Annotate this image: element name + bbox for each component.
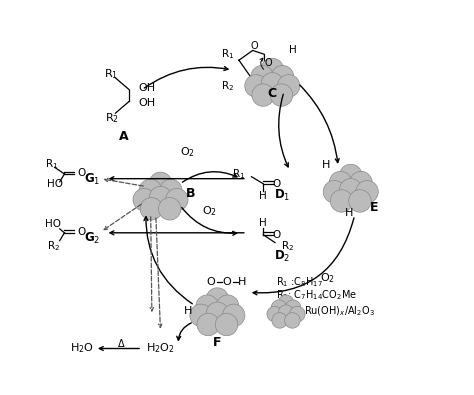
Text: F: F xyxy=(213,336,222,349)
Circle shape xyxy=(261,58,283,81)
Circle shape xyxy=(278,305,294,320)
Circle shape xyxy=(261,73,283,95)
Text: H$_2$O$_2$: H$_2$O$_2$ xyxy=(146,342,175,356)
Text: H: H xyxy=(322,160,330,170)
Circle shape xyxy=(196,295,219,317)
Text: A: A xyxy=(118,130,128,143)
Text: R$_1$: R$_1$ xyxy=(45,157,58,171)
Circle shape xyxy=(197,313,219,336)
Text: R$_1$: R$_1$ xyxy=(231,167,245,181)
Circle shape xyxy=(285,300,301,316)
Circle shape xyxy=(356,181,378,203)
Circle shape xyxy=(339,164,362,187)
Circle shape xyxy=(140,198,163,220)
Text: $\Delta$: $\Delta$ xyxy=(117,337,126,350)
Text: B: B xyxy=(186,187,196,200)
Circle shape xyxy=(329,171,352,194)
Circle shape xyxy=(216,295,239,317)
Text: R$_1$: R$_1$ xyxy=(220,47,234,61)
Circle shape xyxy=(206,288,228,310)
Circle shape xyxy=(159,179,182,202)
Text: R$_2$: R$_2$ xyxy=(282,240,294,254)
Text: R$_2$: R$_2$ xyxy=(104,111,118,125)
Text: R$_2$: C$_7$H$_{14}$CO$_2$Me: R$_2$: C$_7$H$_{14}$CO$_2$Me xyxy=(276,289,357,303)
Circle shape xyxy=(251,66,273,88)
Circle shape xyxy=(330,190,353,212)
Circle shape xyxy=(149,172,172,194)
Text: R$_1$ :C$_8$H$_{17}$: R$_1$ :C$_8$H$_{17}$ xyxy=(276,275,323,289)
Text: O$_2$: O$_2$ xyxy=(202,204,217,218)
Circle shape xyxy=(267,306,283,322)
Text: H: H xyxy=(289,45,297,55)
Text: OH: OH xyxy=(138,83,155,94)
Circle shape xyxy=(350,171,372,194)
Text: O: O xyxy=(77,168,85,178)
Circle shape xyxy=(252,84,274,106)
Text: O$_2$: O$_2$ xyxy=(319,271,335,285)
Text: H$_2$O: H$_2$O xyxy=(70,342,94,356)
Text: O: O xyxy=(223,277,232,287)
Circle shape xyxy=(158,198,181,220)
Text: O$_2$: O$_2$ xyxy=(181,145,195,159)
Text: R$_1$: R$_1$ xyxy=(104,67,118,81)
Circle shape xyxy=(139,179,162,202)
Text: H: H xyxy=(184,306,192,316)
Circle shape xyxy=(278,295,294,310)
Text: D$_2$: D$_2$ xyxy=(274,249,290,264)
Circle shape xyxy=(206,302,228,325)
Text: G$_2$: G$_2$ xyxy=(84,231,100,246)
Circle shape xyxy=(272,313,287,328)
Text: H: H xyxy=(259,190,267,201)
Text: G$_1$: G$_1$ xyxy=(84,172,100,187)
Text: R$_2$: R$_2$ xyxy=(220,79,234,92)
Circle shape xyxy=(339,179,362,201)
Text: O: O xyxy=(250,41,258,51)
Circle shape xyxy=(271,300,287,316)
Text: O: O xyxy=(206,277,215,287)
Text: O: O xyxy=(264,58,272,68)
Text: C: C xyxy=(268,87,277,100)
Text: O: O xyxy=(272,230,280,240)
Circle shape xyxy=(349,190,371,212)
Text: E: E xyxy=(370,201,379,214)
Circle shape xyxy=(165,188,188,211)
Text: H: H xyxy=(345,208,353,218)
Text: Ru(OH)$_x$/Al$_2$O$_3$: Ru(OH)$_x$/Al$_2$O$_3$ xyxy=(304,305,375,318)
Text: HO: HO xyxy=(47,179,63,189)
Text: OH: OH xyxy=(138,98,155,107)
Circle shape xyxy=(270,84,293,106)
Circle shape xyxy=(323,181,346,203)
Text: H: H xyxy=(259,218,267,228)
Circle shape xyxy=(271,66,294,88)
Circle shape xyxy=(215,313,238,336)
Circle shape xyxy=(290,306,305,322)
Circle shape xyxy=(222,304,245,327)
Text: O: O xyxy=(77,227,85,237)
Text: H: H xyxy=(237,277,246,287)
Circle shape xyxy=(149,186,172,209)
Circle shape xyxy=(190,304,212,327)
Circle shape xyxy=(277,75,300,97)
Circle shape xyxy=(133,188,155,211)
Text: O: O xyxy=(272,179,280,189)
Text: D$_1$: D$_1$ xyxy=(274,188,290,203)
Text: HO: HO xyxy=(45,219,61,229)
Text: R$_2$: R$_2$ xyxy=(47,240,60,254)
Circle shape xyxy=(245,75,267,97)
Circle shape xyxy=(284,313,300,328)
